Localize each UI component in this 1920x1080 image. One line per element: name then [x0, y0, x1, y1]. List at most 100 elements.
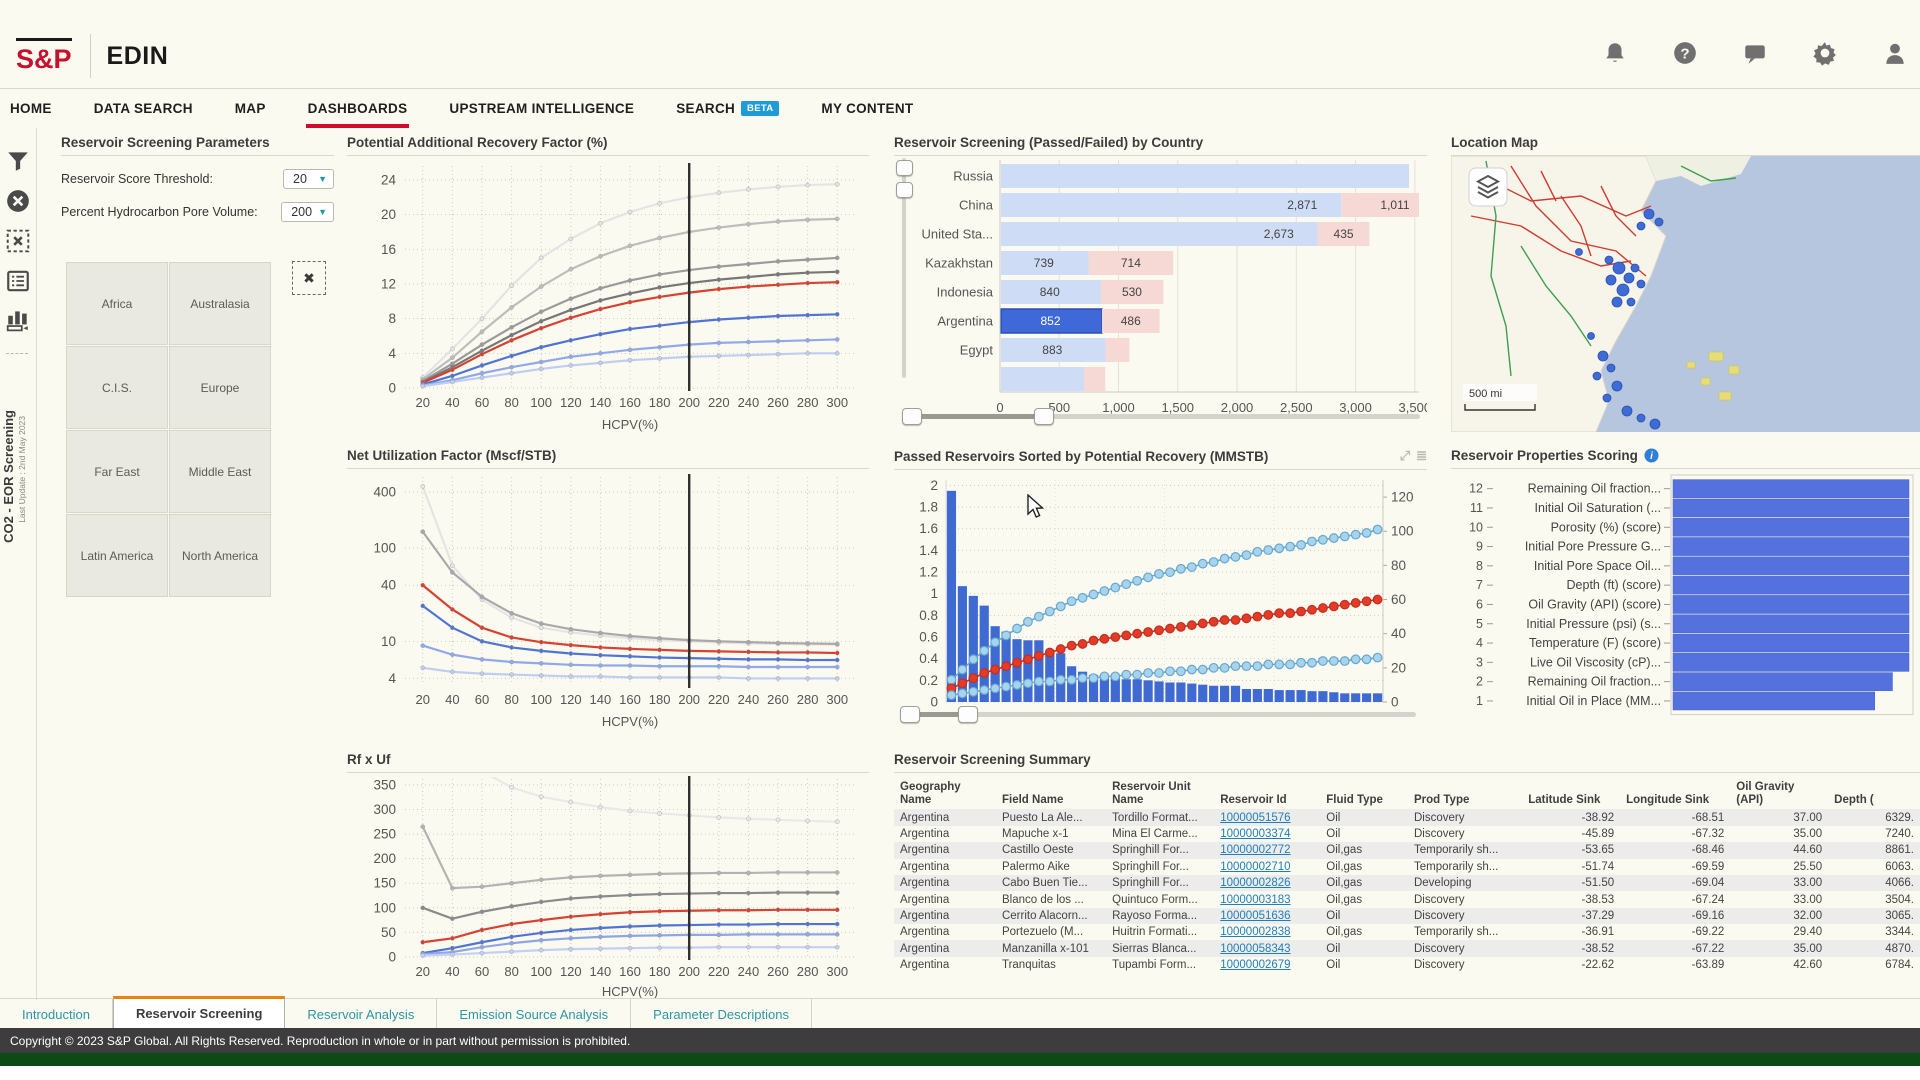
- table-row[interactable]: Argentina Castillo Oeste Springhill For...…: [894, 842, 1920, 859]
- reservoir-bar[interactable]: [968, 595, 978, 702]
- reservoir-bar[interactable]: [1198, 684, 1208, 702]
- country-bar-chart[interactable]: 05001,0001,5002,0002,5003,0003,5002,8711…: [894, 156, 1431, 429]
- expand-icon[interactable]: ⤢: [1399, 448, 1411, 463]
- list-icon[interactable]: [5, 268, 31, 294]
- country-bar-passed[interactable]: [1001, 338, 1106, 362]
- scoring-bar[interactable]: [1672, 672, 1893, 691]
- parameter-select-1[interactable]: 200 ▼: [281, 202, 334, 222]
- scoring-bar[interactable]: [1672, 633, 1910, 653]
- column-header[interactable]: Fluid Type: [1326, 794, 1383, 807]
- nav-item-dashboards[interactable]: DASHBOARDS: [305, 93, 410, 128]
- rfxuf-chart[interactable]: 20 40 60 80 100 120 140 160 180 200 220 240 260 280 30…: [347, 773, 869, 1006]
- reservoir-bar[interactable]: [1241, 689, 1252, 702]
- region-tile-africa[interactable]: Africa: [66, 262, 168, 345]
- reservoir-id-link[interactable]: 10000002772: [1220, 844, 1291, 857]
- reservoir-bar[interactable]: [1329, 692, 1339, 702]
- column-header[interactable]: Oil Gravity (API): [1736, 781, 1795, 807]
- reservoir-bar[interactable]: [1318, 691, 1328, 702]
- reservoir-bar[interactable]: [1263, 689, 1273, 702]
- nav-item-search[interactable]: SEARCH BETA: [674, 93, 781, 128]
- hslider-handle-right[interactable]: [958, 706, 978, 723]
- region-tile-middle-east[interactable]: Middle East: [169, 430, 271, 513]
- reservoir-id-link[interactable]: 10000003183: [1220, 893, 1291, 906]
- column-header[interactable]: Depth (: [1834, 794, 1874, 807]
- reservoir-bar[interactable]: [1340, 693, 1350, 702]
- country-bar-passed[interactable]: [1001, 164, 1410, 188]
- location-map[interactable]: 500 mi: [1450, 155, 1920, 433]
- reservoir-id-link[interactable]: 10000051576: [1220, 811, 1291, 824]
- vslider-handle-bottom[interactable]: [896, 182, 913, 198]
- region-tile-c-i-s-[interactable]: C.I.S.: [66, 346, 168, 429]
- column-header[interactable]: Reservoir Unit Name: [1112, 781, 1191, 807]
- reservoir-bar[interactable]: [990, 626, 1000, 702]
- scoring-bar[interactable]: [1672, 575, 1910, 595]
- table-row[interactable]: Argentina Blanco de los ... Quintuco Form.…: [894, 891, 1920, 907]
- country-bar-passed[interactable]: [1001, 251, 1089, 275]
- tab-reservoir-screening[interactable]: Reservoir Screening: [112, 996, 286, 1029]
- reservoir-bar[interactable]: [1143, 680, 1153, 702]
- region-tile-north-america[interactable]: North America: [169, 514, 271, 597]
- region-tile-latin-america[interactable]: Latin America: [66, 514, 168, 597]
- table-row[interactable]: Argentina Portezuelo (M... Huitrin Formati…: [894, 924, 1920, 940]
- nav-item-home[interactable]: HOME: [10, 100, 52, 116]
- table-row[interactable]: Argentina Manzanilla x-101 Sierras Blanca.…: [894, 940, 1920, 957]
- scoring-bar[interactable]: [1672, 498, 1910, 518]
- reservoir-id-link[interactable]: 10000002710: [1220, 860, 1291, 873]
- table-row[interactable]: Argentina Puesto La Ale... Tordillo Format…: [894, 809, 1920, 826]
- table-row[interactable]: Argentina Tranquitas Tupambi Form... 100000…: [894, 957, 1920, 973]
- gear-icon[interactable]: [1812, 40, 1838, 66]
- menu-icon[interactable]: ≣: [1416, 448, 1427, 463]
- reservoir-bar[interactable]: [1285, 690, 1295, 702]
- bar-chart-icon[interactable]: [5, 306, 31, 332]
- recovery-factor-chart[interactable]: 20 40 60 80 100 120 140 160 180 200 220 240 260 280 30…: [347, 156, 869, 439]
- reservoir-bar[interactable]: [1023, 640, 1033, 702]
- nav-item-upstream-intelligence[interactable]: UPSTREAM INTELLIGENCE: [449, 100, 635, 116]
- reservoir-bar[interactable]: [1099, 674, 1110, 702]
- reservoir-bar[interactable]: [1219, 685, 1230, 702]
- country-bar-failed[interactable]: [1083, 367, 1106, 391]
- nav-item-map[interactable]: MAP: [234, 100, 266, 116]
- column-header[interactable]: Geography Name: [900, 781, 961, 807]
- scoring-bar[interactable]: [1672, 517, 1910, 537]
- hslider-handle-right[interactable]: [1034, 408, 1054, 425]
- column-header[interactable]: Reservoir Id: [1220, 794, 1287, 807]
- reservoir-id-link[interactable]: 10000003374: [1220, 828, 1291, 840]
- bell-icon[interactable]: [1602, 40, 1628, 66]
- country-bar-failed[interactable]: [1317, 222, 1370, 246]
- tab-parameter-descriptions[interactable]: Parameter Descriptions: [631, 999, 812, 1029]
- chat-icon[interactable]: [1742, 40, 1768, 66]
- reservoir-bar[interactable]: [1132, 679, 1142, 702]
- scoring-bar[interactable]: [1672, 653, 1910, 672]
- passed-reservoirs-chart[interactable]: 0 0.2 0.4 0.6 0.8 1 1.2 1.4 1.6 1.8 2 0 20 40 60 80 100 1…: [894, 470, 1427, 725]
- filter-icon[interactable]: [5, 148, 31, 174]
- country-bar-passed[interactable]: [1001, 280, 1101, 304]
- scoring-bar[interactable]: [1672, 556, 1910, 576]
- reservoir-bar[interactable]: [1110, 674, 1120, 702]
- user-icon[interactable]: [1882, 40, 1908, 66]
- nav-item-data-search[interactable]: DATA SEARCH: [93, 100, 193, 116]
- country-bar-passed[interactable]: [1001, 193, 1342, 217]
- reservoir-bar[interactable]: [1209, 685, 1219, 702]
- properties-scoring-chart[interactable]: 12 Remaining Oil fraction... 11 Initial Oil…: [1451, 469, 1920, 729]
- reservoir-bar[interactable]: [1307, 691, 1317, 702]
- scoring-bar[interactable]: [1672, 479, 1910, 498]
- reservoir-bar[interactable]: [1077, 671, 1088, 702]
- reservoir-bar[interactable]: [1230, 685, 1241, 702]
- net-utilization-chart[interactable]: 20 40 60 80 100 120 140 160 180 200 220 240 260 280 30…: [347, 469, 869, 736]
- vslider-handle-top[interactable]: [896, 160, 913, 176]
- scoring-bar[interactable]: [1672, 614, 1910, 634]
- country-bar-failed[interactable]: [1088, 251, 1174, 275]
- reservoir-bar[interactable]: [1252, 689, 1262, 702]
- layers-button[interactable]: [1468, 167, 1508, 207]
- tab-introduction[interactable]: Introduction: [0, 999, 113, 1029]
- country-bar-failed[interactable]: [1100, 280, 1164, 304]
- info-icon[interactable]: i: [1644, 448, 1659, 463]
- reservoir-id-link[interactable]: 10000002826: [1220, 877, 1291, 890]
- country-chart-range-slider[interactable]: [902, 408, 1420, 425]
- reservoir-bar[interactable]: [1351, 693, 1361, 702]
- region-tile-europe[interactable]: Europe: [169, 346, 271, 429]
- country-bar-failed[interactable]: [1341, 193, 1427, 217]
- country-bar-passed[interactable]: [1001, 222, 1318, 246]
- reservoir-id-link[interactable]: 10000002679: [1220, 959, 1291, 971]
- reservoir-bar[interactable]: [1034, 640, 1044, 702]
